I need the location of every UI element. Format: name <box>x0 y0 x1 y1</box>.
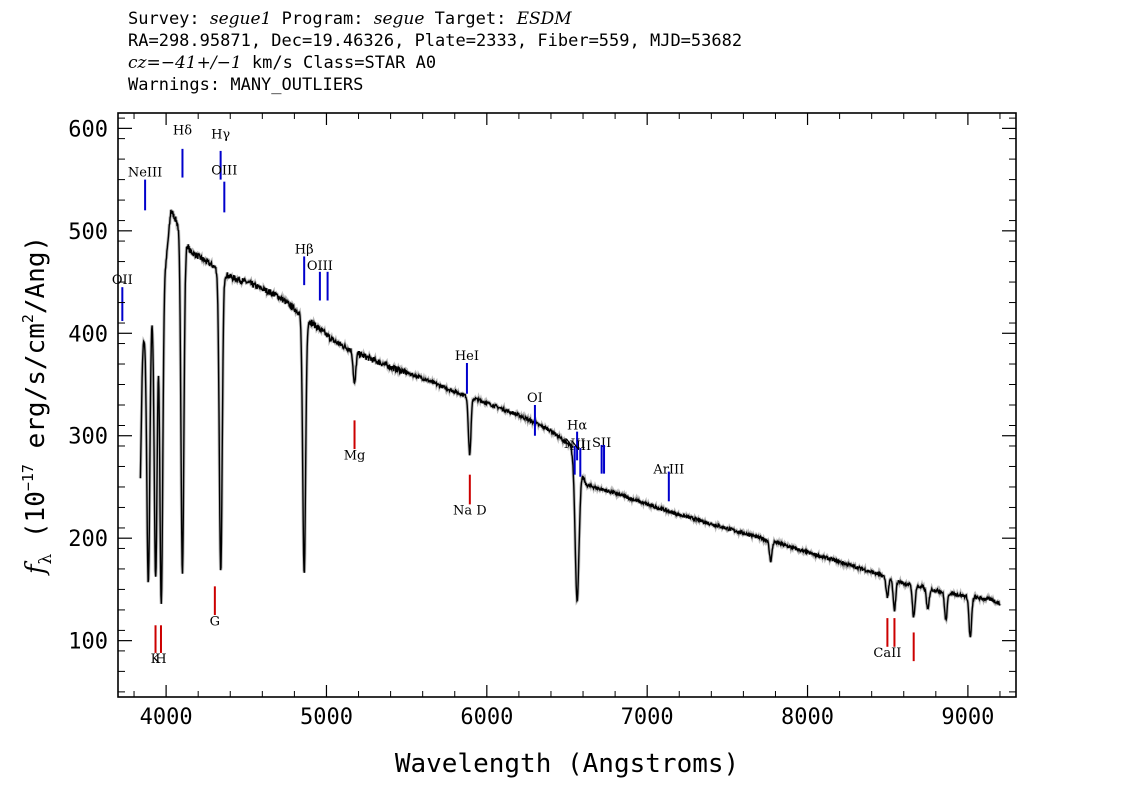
emission-line-label: Hδ <box>173 124 192 139</box>
emission-line-label: Hα <box>567 419 587 434</box>
axis-ticks: 4000 5000 6000 7000 8000 9000 100 200 300 400 500 6… <box>68 113 1016 730</box>
program-value: segue <box>373 9 425 29</box>
emission-line-label: SII <box>592 436 611 451</box>
x-tick-label: 4000 <box>140 705 193 730</box>
target-value: ESDM <box>516 9 572 29</box>
target-key: Target: <box>424 9 517 29</box>
y-tick-label: 100 <box>68 630 108 655</box>
plot-frame <box>117 112 1017 698</box>
absorption-line-label: H <box>155 652 166 667</box>
emission-line-label: HeI <box>455 349 479 364</box>
x-tick-label: 5000 <box>300 705 353 730</box>
absorption-line-label: Mg <box>344 448 366 463</box>
emission-line-label: Hβ <box>295 242 314 257</box>
header-line-3: cz=−41+/−1 km/s Class=STAR A0 <box>128 52 742 74</box>
spectrum-line <box>139 209 1001 638</box>
header-line-4: Warnings: MANY_OUTLIERS <box>128 75 364 95</box>
x-tick-label: 6000 <box>460 705 513 730</box>
plot-header: Survey: segue1 Program: segue Target: ES… <box>128 8 742 96</box>
survey-value: segue1 <box>209 9 272 29</box>
emission-line-label: OIII <box>211 163 237 178</box>
absorption-line-label: Na D <box>453 504 487 519</box>
redshift-value: cz=−41+/−1 <box>128 53 242 73</box>
header-line-2: RA=298.95871, Dec=19.46326, Plate=2333, … <box>128 31 743 51</box>
emission-line-label: OIII <box>307 259 333 274</box>
absorption-line-label: CaII <box>873 646 901 661</box>
header-line-1: Survey: segue1 Program: segue Target: ES… <box>128 8 742 30</box>
x-tick-label: 9000 <box>941 705 994 730</box>
class-text: km/s Class=STAR A0 <box>241 53 437 73</box>
emission-line-label: ArIII <box>652 463 684 478</box>
x-tick-label: 7000 <box>621 705 674 730</box>
x-tick-label: 8000 <box>781 705 834 730</box>
emission-line-label: OII <box>112 273 133 288</box>
emission-line-label: OI <box>527 391 543 406</box>
absorption-line-label: K <box>151 652 161 667</box>
y-tick-label: 500 <box>68 220 108 245</box>
y-tick-label: 600 <box>68 117 108 142</box>
emission-line-label: NeIII <box>128 166 162 181</box>
spectrum-layer <box>138 208 1002 638</box>
emission-line-label: Hγ <box>211 128 230 143</box>
x-axis-title: Wavelength (Angstroms) <box>395 749 739 779</box>
program-key: Program: <box>271 9 374 29</box>
emission-line-label: NII <box>569 439 591 454</box>
y-tick-label: 300 <box>68 425 108 450</box>
survey-key: Survey: <box>128 9 210 29</box>
y-tick-label: 400 <box>68 322 108 347</box>
y-tick-label: 200 <box>68 527 108 552</box>
absorption-line-label: G <box>210 614 220 629</box>
y-axis-title: fλ (10−17 erg/s/cm2/Ang) <box>19 236 56 576</box>
